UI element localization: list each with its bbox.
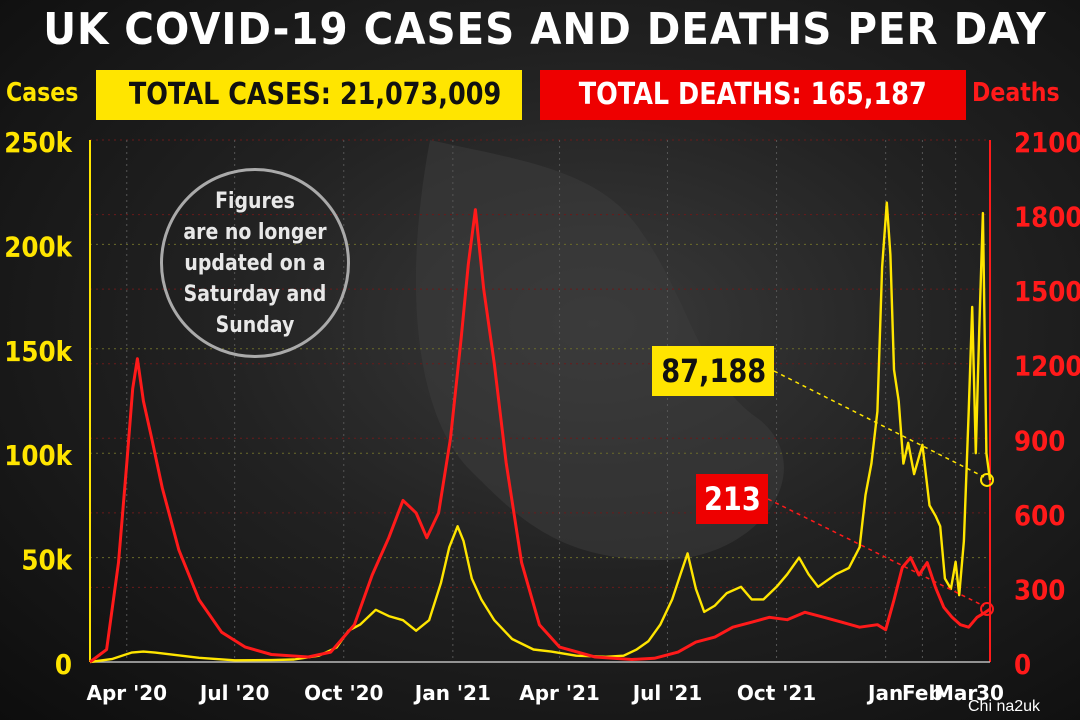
x-tick-label: Jan: [866, 681, 903, 705]
note-line: updated on a: [184, 250, 326, 276]
deaths-leader-line: [767, 498, 985, 607]
axis-label-layer: 0 50k 100k 150k 200k 250k 0 300 600 900 1200 1500 18…: [4, 128, 1080, 705]
x-tick-label: Feb: [902, 681, 943, 705]
x-tick-label: Jul '20: [198, 681, 269, 705]
latest-cases-value: 87,188: [661, 352, 767, 390]
x-tick-label: Jan '21: [413, 681, 491, 705]
total-cases-text: TOTAL CASES: 21,073,009: [128, 77, 502, 112]
note-line: Figures: [215, 188, 295, 214]
x-tick-label: Oct '21: [737, 681, 816, 705]
y-right-tick-label: 2100: [1014, 128, 1080, 160]
marker-layer: [767, 370, 994, 617]
y-right-tick-label: 300: [1014, 575, 1065, 607]
y-left-tick-label: 0: [55, 650, 72, 682]
y-left-axis-name: Cases: [6, 78, 79, 108]
x-tick-label: Apr '20: [86, 681, 167, 705]
y-left-tick-label: 100k: [4, 441, 73, 473]
y-right-tick-label: 1800: [1014, 202, 1080, 234]
x-tick-label: Oct '20: [304, 681, 383, 705]
y-left-tick-label: 200k: [4, 232, 73, 264]
total-deaths-text: TOTAL DEATHS: 165,187: [578, 77, 928, 112]
chart-title: UK COVID-19 CASES AND DEATHS PER DAY: [43, 4, 1047, 55]
series-line-cases: [89, 201, 992, 664]
series-line-deaths: [89, 208, 991, 664]
y-left-tick-label: 50k: [21, 545, 73, 577]
note-line: Sunday: [215, 312, 295, 338]
note-text: Figures are no longer updated on a Satur…: [176, 186, 334, 341]
total-deaths-badge: TOTAL DEATHS: 165,187: [540, 70, 966, 120]
map-silhouette: [415, 140, 784, 560]
x-tick-label: Apr '21: [519, 681, 600, 705]
background-layer: [415, 140, 784, 560]
y-right-tick-label: 1200: [1014, 351, 1080, 383]
x-tick-label: Mar: [934, 681, 977, 705]
y-left-tick-label: 250k: [4, 128, 73, 160]
series-layer: [89, 201, 992, 664]
y-right-tick-label: 1500: [1014, 277, 1080, 309]
image-credit: Chi na2uk: [968, 698, 1041, 715]
x-tick-label: 30: [976, 681, 1004, 705]
cases-end-marker: [980, 472, 994, 487]
deaths-end-marker: [980, 602, 994, 617]
y-right-tick-label: 0: [1014, 650, 1031, 682]
latest-deaths-value: 213: [703, 480, 761, 518]
latest-cases-callout: 87,188: [652, 346, 774, 396]
y-left-tick-label: 150k: [4, 336, 73, 368]
x-tick-label: Jul '21: [631, 681, 702, 705]
y-right-axis-name: Deaths: [972, 78, 1060, 108]
y-right-tick-label: 900: [1014, 426, 1065, 458]
total-cases-badge: TOTAL CASES: 21,073,009: [96, 70, 522, 120]
note-circle: Figures are no longer updated on a Satur…: [160, 168, 350, 358]
y-right-tick-label: 600: [1014, 500, 1065, 532]
note-line: Saturday and: [183, 281, 327, 307]
note-line: are no longer: [183, 219, 327, 245]
latest-deaths-callout: 213: [696, 474, 768, 524]
